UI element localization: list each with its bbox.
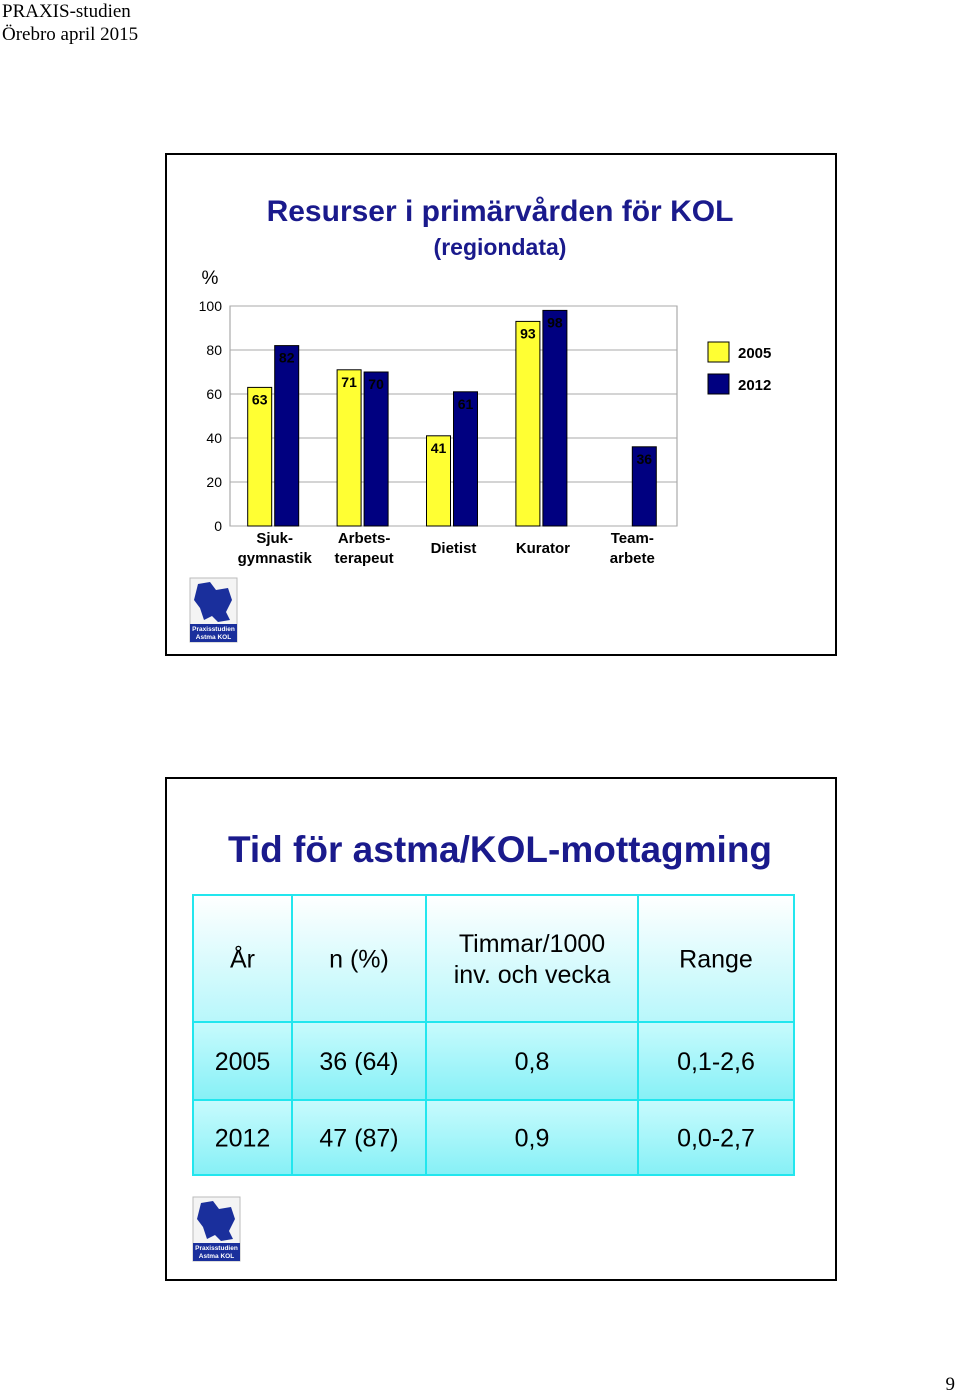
data-label: 70 xyxy=(368,376,384,392)
table-cell-text: 0,8 xyxy=(515,1048,550,1076)
y-tick-label: 60 xyxy=(206,386,222,402)
legend-swatch xyxy=(707,341,730,363)
chart-subtitle: (regiondata) xyxy=(434,234,567,260)
x-tick-label: Dietist xyxy=(431,540,477,557)
header-line: Örebro april 2015 xyxy=(2,24,138,45)
data-label: 41 xyxy=(431,440,447,456)
data-label: 98 xyxy=(547,314,563,330)
logo-map xyxy=(197,1201,235,1241)
chart-title: Resurser i primärvården för KOL xyxy=(267,195,734,228)
logo-text: Praxisstudien xyxy=(195,1245,238,1252)
legend-swatch xyxy=(707,373,730,395)
y-tick-label: 40 xyxy=(206,430,222,446)
legend-label: 2005 xyxy=(738,345,771,362)
logo-text: Praxisstudien xyxy=(192,626,235,633)
table-cell xyxy=(192,1021,293,1101)
table-cell-text: 0,1-2,6 xyxy=(677,1048,755,1076)
bar xyxy=(274,345,300,527)
bar xyxy=(363,371,389,527)
table-header: År xyxy=(230,944,255,974)
x-tick-label: Team-arbete xyxy=(610,530,655,567)
table-cell-text: 36 (64) xyxy=(319,1048,398,1076)
table-title: Tid för astma/KOL-mottagming xyxy=(228,829,772,870)
y-tick-label: 20 xyxy=(206,474,222,490)
logo-band xyxy=(193,1243,240,1261)
logo: Praxisstudien Astma KOL xyxy=(192,1196,241,1262)
table-cell xyxy=(192,1099,293,1176)
data-label: 82 xyxy=(279,350,295,366)
data-label: 71 xyxy=(341,374,357,390)
table-cell-text: 2012 xyxy=(215,1125,271,1153)
bar xyxy=(542,309,568,527)
bar xyxy=(515,320,541,527)
table-cell xyxy=(425,1099,639,1176)
table-cell xyxy=(637,1021,795,1101)
logo-band xyxy=(190,624,237,642)
x-tick-label: Arbets-terapeut xyxy=(335,530,394,567)
bar xyxy=(336,369,362,527)
table-cell-text: 2005 xyxy=(215,1048,271,1076)
data-label: 61 xyxy=(458,396,474,412)
bar xyxy=(631,446,657,527)
x-tick-label: Sjuk-gymnastik xyxy=(238,530,313,567)
logo-text: Astma KOL xyxy=(199,1253,234,1260)
table-header: Timmar/1000 inv. och vecka xyxy=(454,930,611,989)
logo-text: Astma KOL xyxy=(196,634,231,641)
bar xyxy=(426,435,451,527)
table-cell xyxy=(637,894,795,1023)
table-header: Range xyxy=(679,946,753,974)
table-cell-text: 0,9 xyxy=(515,1125,550,1153)
data-label: 36 xyxy=(637,451,653,467)
table-cell xyxy=(291,894,427,1023)
table-cell-text: 47 (87) xyxy=(319,1125,398,1153)
y-tick-label: 100 xyxy=(199,298,223,314)
y-tick-label: 0 xyxy=(214,518,222,534)
data-label: 93 xyxy=(520,325,536,341)
table-cell xyxy=(637,1099,795,1176)
header-line: PRAXIS-studien xyxy=(2,1,131,22)
logo: Praxisstudien Astma KOL xyxy=(189,577,238,643)
table-cell xyxy=(425,894,639,1023)
table-cell xyxy=(291,1021,427,1101)
legend-label: 2012 xyxy=(738,377,771,394)
bar xyxy=(247,386,273,527)
x-tick-label: Kurator xyxy=(516,540,570,557)
logo-map xyxy=(194,582,232,622)
page-number: 9 xyxy=(946,1374,956,1393)
y-tick-label: 80 xyxy=(206,342,222,358)
table-cell-text: 0,0-2,7 xyxy=(677,1125,755,1153)
table-header: n (%) xyxy=(329,946,389,974)
y-axis-label: % xyxy=(202,268,219,289)
data-label: 63 xyxy=(252,391,268,407)
table-cell xyxy=(192,894,293,1023)
table-cell xyxy=(291,1099,427,1176)
bar xyxy=(453,391,478,527)
